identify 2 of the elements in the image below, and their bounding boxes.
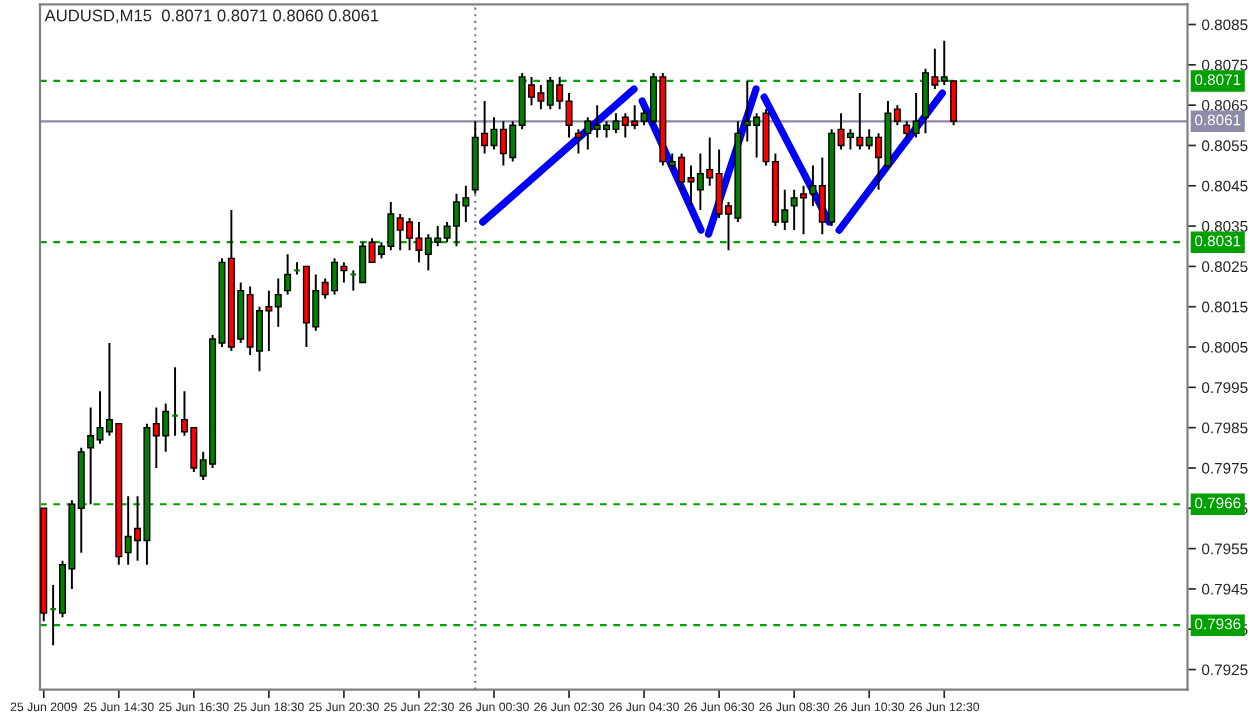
candlestick: [284, 253, 292, 296]
chart-title: AUDUSD,M15 0.8071 0.8071 0.8060 0.8061: [44, 9, 379, 24]
